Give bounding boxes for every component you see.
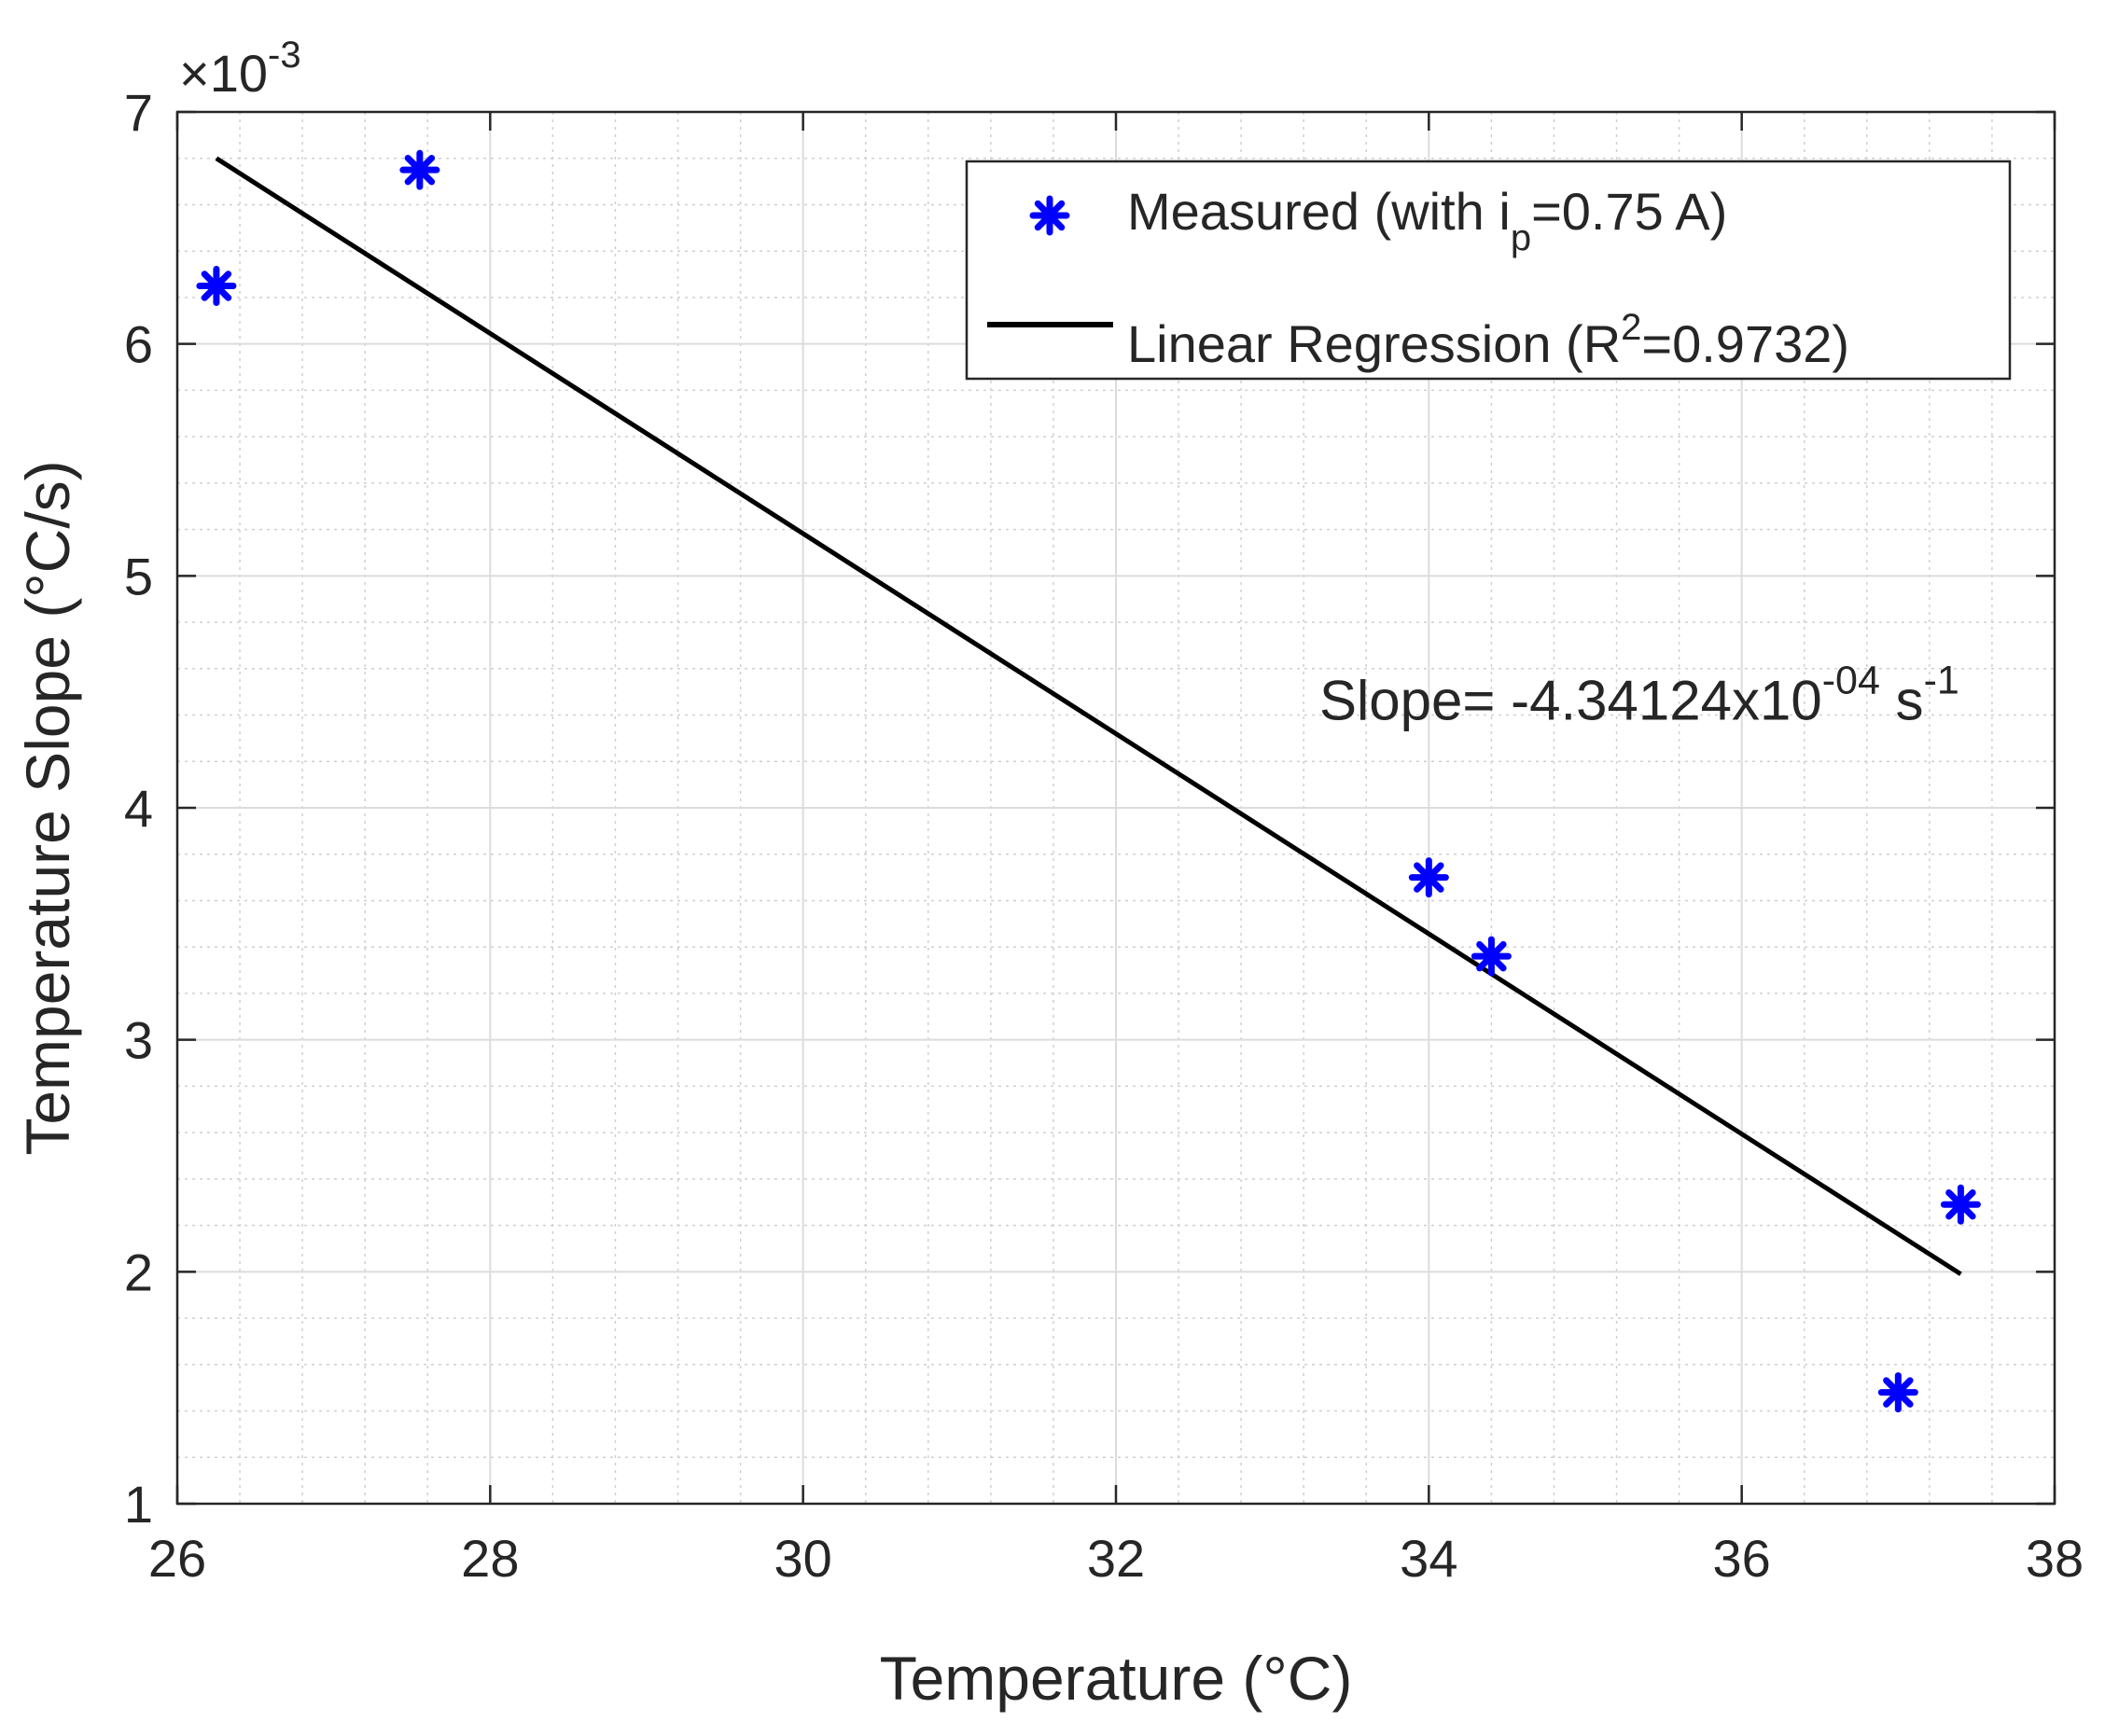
x-tick-labels: 26 28 30 32 34 36 38 bbox=[148, 1529, 2084, 1588]
y-tick-label: 5 bbox=[124, 547, 153, 605]
x-tick-label: 26 bbox=[148, 1529, 206, 1588]
y-tick-label: 4 bbox=[124, 779, 153, 838]
x-tick-label: 34 bbox=[1400, 1529, 1457, 1588]
y-tick-label: 6 bbox=[124, 315, 153, 374]
x-tick-label: 32 bbox=[1087, 1529, 1145, 1588]
data-point bbox=[399, 149, 440, 190]
y-tick-label: 3 bbox=[124, 1011, 153, 1070]
x-tick-label: 38 bbox=[2026, 1529, 2084, 1588]
data-point bbox=[1408, 857, 1449, 898]
data-point bbox=[1471, 936, 1512, 977]
legend-asterisk bbox=[1029, 195, 1070, 236]
legend-box bbox=[965, 160, 2012, 381]
y-tick-label: 1 bbox=[124, 1475, 153, 1534]
legend-label-regression: Linear Regression (R2=0.9732) bbox=[1127, 307, 1849, 373]
legend: Measured (with ip=0.75 A) Linear Regress… bbox=[965, 160, 2012, 381]
legend-label-measured: Measured (with ip=0.75 A) bbox=[1127, 182, 1727, 258]
series-layer bbox=[196, 149, 1981, 1413]
x-tick-label: 28 bbox=[461, 1529, 519, 1588]
y-exponent-label: ×10-3 bbox=[179, 35, 301, 103]
x-axis-label: Temperature (°C) bbox=[880, 1644, 1353, 1713]
y-tick-label: 7 bbox=[124, 83, 153, 142]
y-axis-label: Temperature Slope (°C/s) bbox=[13, 460, 82, 1155]
data-point bbox=[1877, 1372, 1918, 1413]
data-point bbox=[1940, 1184, 1981, 1225]
data-point bbox=[196, 266, 237, 306]
legend-marker-measured bbox=[1029, 195, 1070, 236]
y-tick-label: 2 bbox=[124, 1243, 153, 1301]
x-tick-label: 30 bbox=[774, 1529, 832, 1588]
slope-annotation: Slope= -4.34124x10-04 s-1 bbox=[1319, 659, 1959, 732]
tick-marks bbox=[175, 110, 2056, 1506]
x-tick-label: 36 bbox=[1713, 1529, 1771, 1588]
regression-line bbox=[215, 156, 1962, 1276]
y-tick-labels: 1 2 3 4 5 6 7 bbox=[124, 83, 153, 1534]
